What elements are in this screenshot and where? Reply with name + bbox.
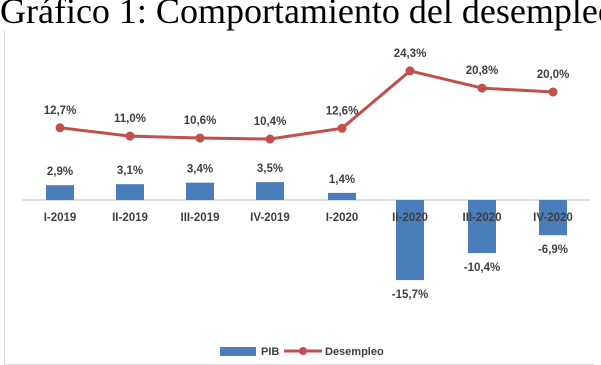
- point-desempleo-I-2019: [55, 123, 65, 133]
- point-desempleo-III-2020: [477, 83, 487, 93]
- bar-pib-I-2020: [328, 192, 356, 200]
- bar-data-label: -10,4%: [464, 262, 500, 274]
- x-tick-label: II-2020: [392, 212, 428, 224]
- line-data-label: 11,0%: [114, 113, 146, 125]
- x-tick-label: I-2019: [44, 212, 77, 224]
- bar-pib-I-2019: [46, 185, 74, 200]
- bar-data-label: -15,7%: [392, 289, 428, 301]
- line-data-label: 12,6%: [326, 105, 359, 117]
- bar-data-label: 1,4%: [329, 174, 355, 186]
- legend-swatch-pib: [220, 347, 256, 356]
- line-data-label: 24,3%: [394, 48, 427, 60]
- x-tick-label: IV-2019: [250, 212, 290, 224]
- line-data-label: 10,4%: [254, 116, 287, 128]
- bar-pib-III-2019: [186, 182, 214, 200]
- bar-data-label: 3,4%: [187, 164, 213, 176]
- legend-marker-desempleo: [299, 347, 307, 355]
- chart-title: Gráfico 1: Comportamiento del desempleo: [0, 0, 601, 31]
- line-data-label: 20,0%: [537, 69, 570, 81]
- line-data-label: 10,6%: [184, 115, 217, 127]
- bar-data-label: -6,9%: [538, 244, 568, 256]
- bar-pib-II-2020: [396, 200, 424, 281]
- line-data-label: 12,7%: [44, 105, 77, 117]
- point-desempleo-I-2020: [337, 123, 347, 133]
- point-desempleo-II-2020: [405, 66, 415, 76]
- x-tick-label: II-2019: [112, 212, 148, 224]
- x-tick-label: III-2020: [463, 212, 502, 224]
- bar-data-label: 2,9%: [47, 166, 73, 178]
- x-tick-label: IV-2020: [533, 212, 573, 224]
- point-desempleo-III-2019: [195, 133, 205, 143]
- bar-data-label: 3,1%: [117, 165, 143, 177]
- x-tick-label: III-2019: [181, 212, 220, 224]
- bar-pib-II-2019: [116, 184, 144, 200]
- x-tick-label: I-2020: [326, 212, 359, 224]
- bar-pib-IV-2019: [256, 182, 284, 200]
- bar-pib-III-2020: [468, 200, 496, 254]
- bar-data-label: 3,5%: [257, 163, 283, 175]
- legend-label-desempleo: Desempleo: [325, 346, 384, 358]
- line-data-label: 20,8%: [466, 65, 499, 77]
- point-desempleo-IV-2020: [548, 87, 558, 97]
- bar-pib-IV-2020: [539, 200, 567, 236]
- line-desempleo: [59, 69, 554, 141]
- legend-label-pib: PIB: [261, 346, 279, 358]
- point-desempleo-IV-2019: [265, 134, 275, 144]
- point-desempleo-II-2019: [125, 131, 135, 141]
